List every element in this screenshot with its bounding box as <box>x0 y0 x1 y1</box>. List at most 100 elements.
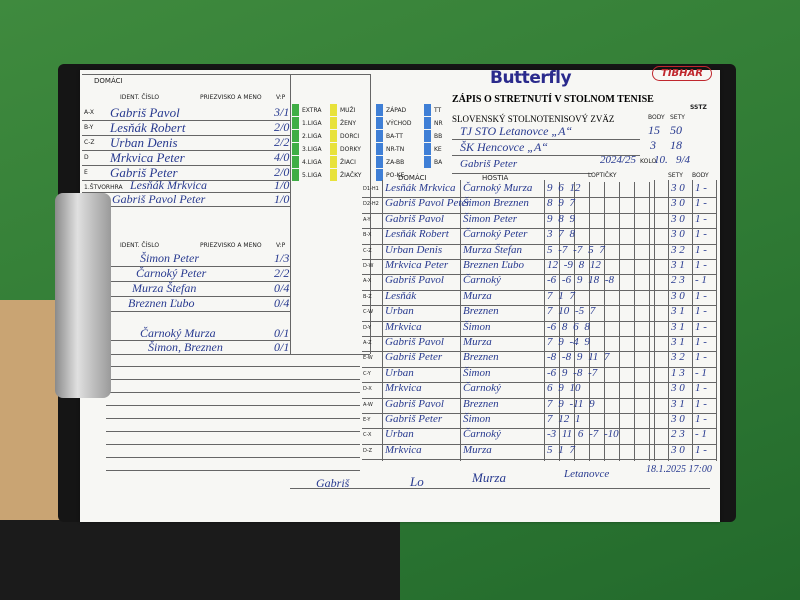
match-sets: -6 9 -8 -7 <box>547 366 598 379</box>
doubles-name: Lesňák Mrkvica <box>130 178 207 192</box>
doubles-score: 0/1 <box>274 340 290 354</box>
rule-line <box>634 182 635 462</box>
player-slot: A-X <box>84 109 94 116</box>
category-label: VÝCHOD <box>386 120 412 127</box>
match-result: 3 1 <box>671 259 685 271</box>
player-name: Šimon Peter <box>140 251 199 265</box>
category-label: TT <box>434 107 442 114</box>
match-home: Urban Denis <box>385 243 443 256</box>
match-guest: Murza Štefan <box>463 243 522 256</box>
rule-line <box>82 74 370 75</box>
match-code: C-X <box>363 432 372 439</box>
match-code: D-X <box>363 386 372 393</box>
rule-line <box>362 397 716 399</box>
match-code: D2-H2 <box>363 201 379 208</box>
category-box <box>376 117 383 129</box>
match-points: - 1 <box>695 366 707 379</box>
round: 10. <box>654 154 668 166</box>
match-result: 3 0 <box>671 289 685 302</box>
rule-line <box>104 340 290 341</box>
rule-line <box>716 180 717 462</box>
match-points: 1 - <box>695 413 707 425</box>
rule-line <box>559 182 560 462</box>
match-sets: 5 -7 -7 5 7 <box>547 243 605 256</box>
rule-line <box>106 418 360 419</box>
category-box <box>330 104 337 116</box>
match-guest: Čarnoký <box>463 274 501 287</box>
referee: Gabriš Peter <box>460 158 518 170</box>
player-score: 2/0 <box>274 120 290 134</box>
rule-line <box>589 182 590 462</box>
guest-sets: 18 <box>670 138 682 152</box>
match-home: Mrkvica <box>385 320 422 333</box>
category-box <box>376 130 383 142</box>
category-box <box>292 169 299 181</box>
category-label: DORCI <box>340 133 360 140</box>
rule-line <box>82 135 290 136</box>
match-result: 3 0 <box>671 413 685 425</box>
match-result: 1 3 <box>671 366 685 379</box>
match-result: 3 0 <box>671 228 685 241</box>
category-box <box>424 156 431 168</box>
player-score: 2/2 <box>274 135 290 149</box>
match-points: 1 - <box>695 197 707 210</box>
match-guest: Čarnoký <box>463 382 501 395</box>
matches-header: HOSTIA <box>482 174 509 182</box>
matches-header: DOMÁCI <box>398 174 427 182</box>
rule-line <box>106 379 360 380</box>
match-guest: Šimon <box>463 320 491 333</box>
federation: SLOVENSKÝ STOLNOTENISOVÝ ZVÄZ <box>452 114 615 124</box>
match-points: 1 - <box>695 397 707 410</box>
match-guest: Murza <box>463 336 492 348</box>
match-result: 3 1 <box>671 305 685 318</box>
rule-line <box>106 392 360 393</box>
match-guest: Murza <box>463 443 492 456</box>
category-box <box>292 156 299 168</box>
match-code: C-Y <box>363 370 371 377</box>
match-sets: 5 1 7 <box>547 443 575 456</box>
player-slot: E <box>84 169 88 176</box>
chair <box>0 520 400 600</box>
match-points: 1 - <box>695 305 707 318</box>
rule-line <box>574 182 575 462</box>
rule-line <box>362 443 716 445</box>
brand: Butterfly <box>490 68 572 88</box>
rule-line <box>290 488 710 489</box>
match-home: Gabriš Peter <box>385 351 443 364</box>
rule-line <box>370 74 371 354</box>
match-code: B-X <box>363 232 372 239</box>
category-label: ŽENY <box>340 120 357 127</box>
rule-line <box>362 212 716 214</box>
matches-header: SETY <box>668 172 683 179</box>
rule-line <box>362 413 716 414</box>
match-code: D-W <box>363 263 374 269</box>
matches-header: LOPTIČKY <box>588 172 617 179</box>
category-box <box>376 104 383 116</box>
rule-line <box>362 259 716 260</box>
signature-home: Gabriš <box>316 476 350 490</box>
rule-line <box>362 351 716 353</box>
category-box <box>424 117 431 129</box>
rule-line <box>362 459 716 461</box>
match-guest: Šimon Breznen <box>463 197 529 210</box>
match-sets: 6 9 10 <box>547 382 581 395</box>
place: Letanovce <box>564 468 610 480</box>
match-guest: Čarnoký Murza <box>463 182 533 194</box>
category-label: ZÁPAD <box>386 107 407 114</box>
rule-line <box>106 405 360 406</box>
match-points: 1 - <box>695 336 707 348</box>
rule-line <box>362 320 716 322</box>
category-label: NR <box>434 120 443 127</box>
rule-line <box>362 382 716 384</box>
match-sets: -6 -6 9 18 -8 <box>547 274 614 287</box>
rule-line <box>82 120 290 121</box>
column-header: PRIEZVISKO A MENO <box>200 94 262 101</box>
rule-line <box>106 470 360 471</box>
category-label: ŽIAČKY <box>340 172 362 179</box>
match-result: 3 2 <box>671 351 685 364</box>
doubles-score: 0/1 <box>274 326 290 340</box>
match-home: Mrkvica <box>385 382 422 395</box>
category-label: 3.LIGA <box>302 146 322 153</box>
rule-line <box>362 243 716 245</box>
match-sets: -8 -8 9 11 7 <box>547 351 610 364</box>
